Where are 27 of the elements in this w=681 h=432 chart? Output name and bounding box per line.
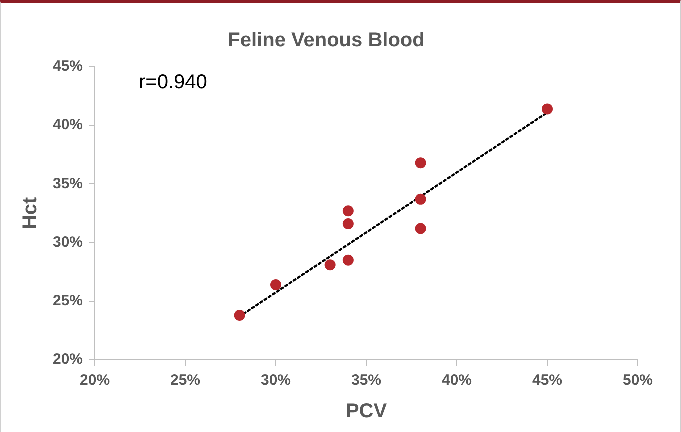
point [270, 279, 282, 290]
x-tick-label: 45% [532, 372, 563, 390]
point [324, 260, 336, 271]
point [542, 104, 554, 115]
x-tick-label: 20% [80, 372, 110, 390]
x-tick-label: 35% [351, 372, 382, 390]
y-tick-label: 35% [52, 175, 84, 192]
y-tick-label: 30% [52, 234, 84, 251]
point [342, 218, 354, 230]
x-tick-label: 30% [261, 372, 292, 390]
y-tick-label: 40% [52, 116, 84, 134]
point [234, 310, 246, 321]
chart-title: Feline Venous Blood [228, 30, 425, 52]
x-tick-label: 40% [442, 372, 472, 390]
x-tick-label: 50% [622, 372, 654, 390]
point [342, 254, 354, 266]
y-axis-title: Hct [20, 197, 42, 230]
point [342, 206, 354, 217]
x-axis-title: PCV [346, 400, 388, 423]
y-tick-label: 25% [52, 292, 84, 310]
point [415, 158, 426, 169]
annotation: r=0.940 [139, 72, 208, 94]
y-tick-label: 20% [52, 351, 84, 368]
point [415, 194, 426, 205]
y-tick-label: 45% [52, 58, 84, 76]
x-tick-label: 25% [170, 372, 201, 390]
point [415, 223, 426, 234]
